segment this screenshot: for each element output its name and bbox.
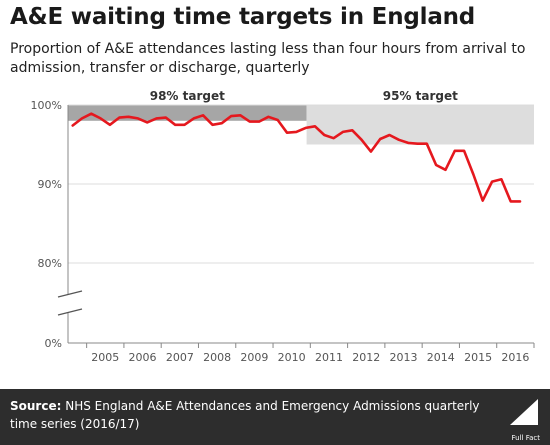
y-tick-label-80: 80% bbox=[38, 257, 62, 270]
y-tick-label-90: 90% bbox=[38, 178, 62, 191]
x-tick-label-2013: 2013 bbox=[390, 351, 418, 364]
series-line-1 bbox=[71, 112, 522, 203]
x-tick-label-2007: 2007 bbox=[166, 351, 194, 364]
y-tick-label-0: 0% bbox=[45, 337, 62, 350]
x-tick-label-2015: 2015 bbox=[464, 351, 492, 364]
x-tick-label-2009: 2009 bbox=[240, 351, 268, 364]
x-tick-label-2011: 2011 bbox=[315, 351, 343, 364]
source-note: Source: NHS England A&E Attendances and … bbox=[10, 397, 480, 433]
source-label: Source: bbox=[10, 399, 62, 413]
logo-text: Full Fact bbox=[511, 434, 540, 442]
line-chart: 98% target 95% target 100% 90% 80% 0% 2005 2006… bbox=[31, 89, 535, 364]
x-tick-label-2005: 2005 bbox=[91, 351, 119, 364]
chart-subtitle: Proportion of A&E attendances lasting le… bbox=[10, 41, 526, 76]
full-fact-logo-icon bbox=[510, 399, 538, 425]
target-band-2 bbox=[306, 105, 534, 145]
axis-break-mark-1 bbox=[57, 290, 83, 298]
source-text: NHS England A&E Attendances and Emergenc… bbox=[10, 399, 480, 431]
x-tick-label-2010: 2010 bbox=[278, 351, 306, 364]
footer: Source: NHS England A&E Attendances and … bbox=[0, 389, 550, 445]
x-tick-label-2006: 2006 bbox=[129, 351, 157, 364]
axis-break-mark-2 bbox=[57, 308, 83, 316]
target-label-1: 98% target bbox=[150, 89, 225, 103]
x-tick-label-2008: 2008 bbox=[203, 351, 231, 364]
x-tick-label-2014: 2014 bbox=[427, 351, 455, 364]
y-tick-label-100: 100% bbox=[31, 99, 62, 112]
x-tick-label-2016: 2016 bbox=[501, 351, 529, 364]
chart-title: A&E waiting time targets in England bbox=[10, 4, 476, 30]
target-label-2: 95% target bbox=[383, 89, 458, 103]
x-tick-label-2012: 2012 bbox=[352, 351, 380, 364]
